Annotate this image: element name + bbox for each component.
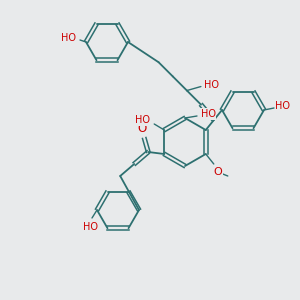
Text: HO: HO xyxy=(204,80,219,89)
Text: HO: HO xyxy=(200,109,215,119)
Text: HO: HO xyxy=(61,33,76,43)
Text: HO: HO xyxy=(275,101,290,111)
Text: O: O xyxy=(138,122,147,136)
Text: O: O xyxy=(213,167,222,177)
Text: HO: HO xyxy=(83,222,98,232)
Text: HO: HO xyxy=(135,115,150,125)
